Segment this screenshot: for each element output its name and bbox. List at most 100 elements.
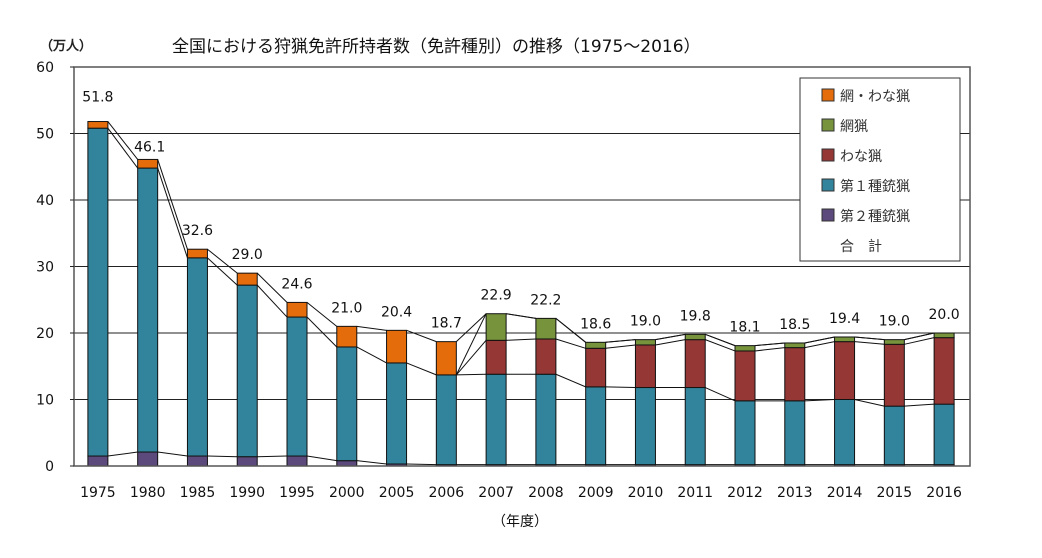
y-tick-label: 60 — [36, 60, 54, 76]
connector-line — [157, 167, 188, 259]
bar-segment — [933, 403, 955, 466]
bar-segment — [435, 374, 457, 466]
connector-line — [754, 347, 785, 352]
connector-line — [854, 336, 885, 341]
connector-line — [107, 451, 138, 457]
bar-segment — [535, 373, 557, 466]
x-tick-label: 2009 — [578, 485, 614, 501]
total-label: 20.0 — [929, 307, 960, 323]
bar-segment — [137, 451, 159, 467]
connector-line — [356, 346, 387, 364]
total-label: 18.5 — [779, 317, 810, 333]
x-tick-label: 2000 — [329, 485, 365, 501]
bar-segment — [336, 346, 358, 462]
legend-swatch — [821, 148, 835, 162]
bar-segment — [933, 337, 955, 405]
bar-segment — [634, 387, 656, 466]
chart-title: 全国における狩猟免許所持者数（免許種別）の推移（1975～2016） — [172, 37, 701, 57]
connector-line — [506, 313, 536, 319]
x-tick-label: 1990 — [229, 485, 265, 501]
connector-line — [705, 333, 736, 347]
total-label: 19.4 — [829, 311, 860, 327]
connector-line — [256, 284, 288, 318]
connector-line — [306, 316, 338, 348]
x-tick-label: 2012 — [727, 485, 763, 501]
y-tick-label: 50 — [36, 127, 54, 143]
y-tick-label: 10 — [36, 393, 54, 409]
bar-segment — [286, 316, 308, 457]
connector-line — [107, 127, 139, 169]
bar-segment — [336, 460, 358, 467]
bar-segment — [137, 158, 159, 169]
legend-box — [799, 77, 961, 262]
y-axis-ticks: 0 10 20 30 40 50 60 — [36, 60, 74, 475]
x-tick-label: 2010 — [628, 485, 664, 501]
bar-segment — [734, 350, 756, 402]
bar-segment — [87, 455, 109, 467]
connector-line — [406, 463, 437, 466]
connector-line — [157, 159, 188, 250]
y-tick-label: 30 — [36, 260, 54, 276]
connector-lines — [107, 121, 935, 466]
connector-line — [406, 329, 437, 343]
connector-line — [356, 460, 387, 465]
total-label: 18.6 — [580, 316, 611, 332]
bar-segment — [386, 362, 408, 465]
connector-line — [207, 248, 238, 274]
connector-line — [904, 403, 935, 407]
x-axis-ticks: 1975 1980 1985 1990 1995 2000 2005 2006 2007 2008… — [80, 485, 962, 501]
connector-line — [804, 399, 835, 402]
bar-segment — [883, 343, 905, 407]
bar-segment — [784, 342, 806, 349]
total-label: 46.1 — [134, 139, 165, 155]
total-label: 21.0 — [331, 300, 362, 316]
bar-segment — [186, 248, 208, 259]
total-label: 20.4 — [381, 304, 412, 320]
legend-swatch — [821, 118, 835, 132]
connector-line — [754, 342, 785, 347]
connector-line — [904, 337, 935, 345]
total-label: 32.6 — [182, 223, 213, 239]
connector-line — [555, 338, 586, 349]
x-tick-label: 1980 — [130, 485, 166, 501]
total-label: 22.9 — [481, 288, 512, 304]
connector-line — [456, 373, 487, 376]
connector-line — [455, 313, 487, 376]
connector-line — [705, 387, 736, 402]
x-axis-label: （年度） — [492, 514, 548, 530]
bar-segment — [784, 400, 806, 466]
bar-segment — [87, 127, 109, 457]
connector-line — [655, 339, 686, 346]
connector-line — [306, 302, 338, 327]
x-tick-label: 2016 — [926, 485, 962, 501]
x-tick-label: 1995 — [279, 485, 315, 501]
bar-segment — [585, 347, 607, 388]
legend-swatch — [821, 208, 835, 222]
total-label: 22.2 — [530, 292, 561, 308]
y-tick-label: 20 — [36, 326, 54, 342]
connector-line — [854, 399, 885, 407]
bar-segment — [535, 338, 557, 375]
x-tick-label: 2013 — [777, 485, 813, 501]
bar-segment — [883, 339, 905, 345]
y-tick-label: 40 — [36, 193, 54, 209]
bar-segment — [485, 373, 507, 466]
bar-segment — [734, 400, 756, 466]
bar-segment — [684, 387, 706, 466]
total-label: 19.0 — [630, 314, 661, 330]
legend-label: わな猟 — [840, 149, 882, 165]
bar-segment — [87, 121, 109, 129]
bar-segment — [834, 336, 856, 343]
total-label: 29.0 — [232, 247, 263, 263]
bar-segment — [485, 313, 507, 341]
connector-line — [207, 455, 238, 458]
bar-segment — [634, 344, 656, 389]
bar-segment — [435, 341, 457, 376]
connector-line — [356, 325, 387, 331]
legend-label: 網猟 — [840, 119, 868, 135]
bar-segment — [684, 339, 706, 389]
legend-swatch — [821, 178, 835, 192]
connector-line — [107, 121, 139, 160]
